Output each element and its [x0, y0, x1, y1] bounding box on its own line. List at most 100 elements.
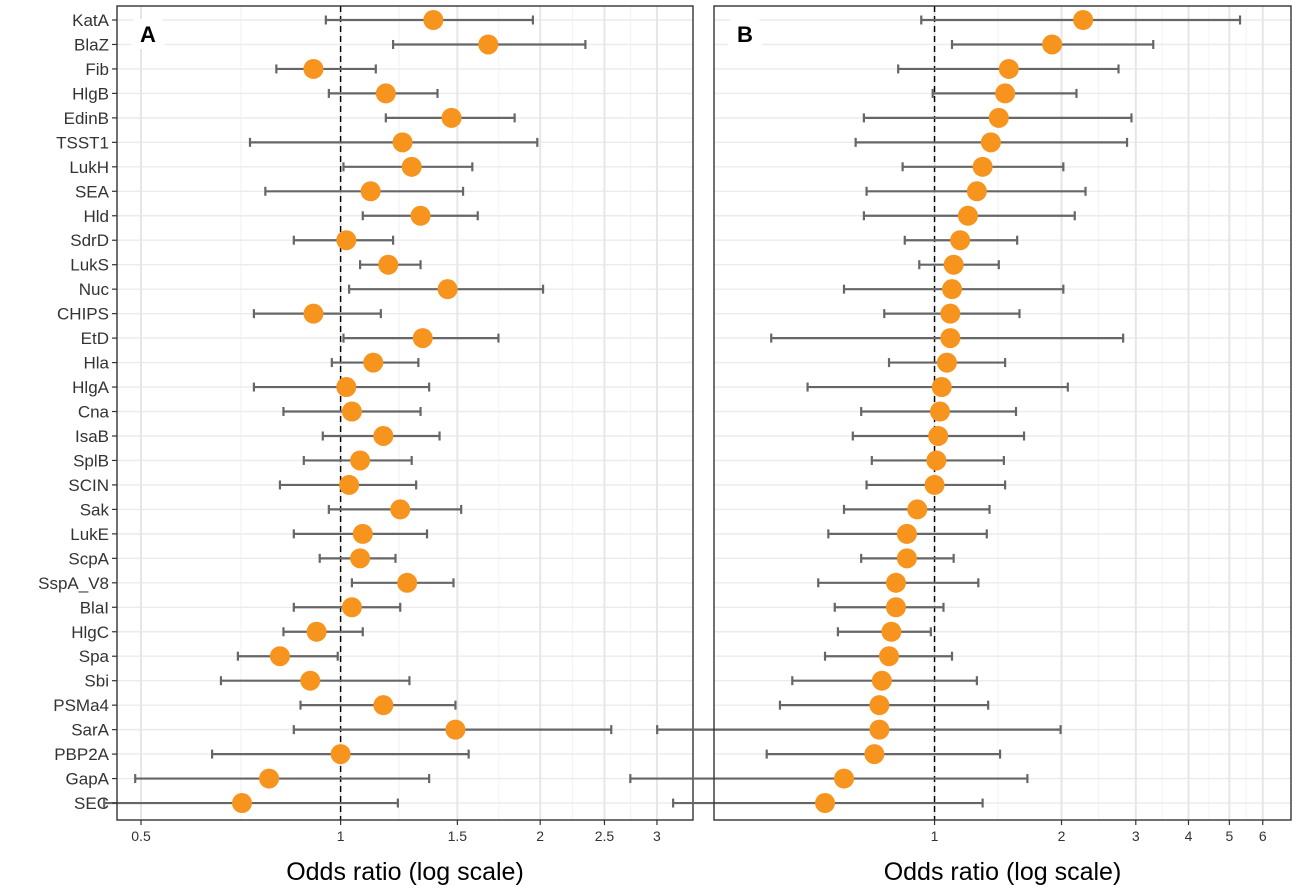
plot-background — [117, 6, 693, 820]
y-tick-label: Nuc — [79, 280, 110, 299]
x-tick-label: 1 — [337, 828, 345, 844]
panel-label-background — [728, 19, 762, 49]
point-estimate-SdrD — [336, 230, 357, 251]
x-tick-label: 3 — [1132, 828, 1140, 844]
plot-background — [714, 6, 1291, 820]
y-tick-label: LukS — [70, 256, 109, 275]
point-estimate-IsaB — [373, 425, 394, 446]
point-estimate-CHIPS — [303, 303, 324, 324]
point-estimate-Nuc — [942, 279, 963, 300]
point-estimate-HlgA — [931, 377, 952, 398]
x-tick-label: 2 — [536, 828, 544, 844]
y-tick-label: BlaZ — [74, 35, 109, 54]
point-estimate-LukE — [352, 523, 373, 544]
point-estimate-SCIN — [339, 474, 360, 495]
point-estimate-LukS — [943, 254, 964, 275]
point-estimate-Sak — [907, 499, 928, 520]
x-tick-label: 3 — [653, 828, 661, 844]
point-estimate-LukH — [401, 156, 422, 177]
point-estimate-SEC — [815, 793, 836, 814]
y-tick-label: SspA_V8 — [38, 574, 109, 593]
point-estimate-SEA — [360, 181, 381, 202]
point-estimate-PBP2A — [864, 744, 885, 765]
y-tick-label: GapA — [66, 770, 110, 789]
y-tick-label: LukE — [70, 525, 109, 544]
y-tick-label: KatA — [72, 11, 110, 30]
x-tick-label: 6 — [1259, 828, 1267, 844]
point-estimate-Spa — [269, 646, 290, 667]
y-tick-label: LukH — [69, 158, 109, 177]
y-tick-label: SEA — [75, 182, 110, 201]
point-estimate-Hla — [363, 352, 384, 373]
panel-b: B 1 2 3 4 5 6 Odds ratio (log scale) — [629, 5, 1292, 886]
point-estimate-PSMa4 — [869, 695, 890, 716]
panel-label: B — [737, 22, 753, 47]
point-estimate-BlaZ — [1042, 34, 1063, 55]
point-estimate-CHIPS — [940, 303, 961, 324]
point-estimate-HlgB — [995, 83, 1016, 104]
point-estimate-BlaI — [885, 597, 906, 618]
y-tick-label: HlgA — [72, 378, 110, 397]
point-estimate-SplB — [926, 450, 947, 471]
y-tick-label: Sak — [80, 500, 110, 519]
point-estimate-SspA_V8 — [397, 572, 418, 593]
point-estimate-TSST1 — [980, 132, 1001, 153]
point-estimate-ScpA — [350, 548, 371, 569]
point-estimate-Sbi — [300, 670, 321, 691]
y-tick-label: PSMa4 — [53, 696, 109, 715]
point-estimate-SCIN — [924, 474, 945, 495]
point-estimate-EtD — [940, 328, 961, 349]
point-estimate-SEA — [966, 181, 987, 202]
y-tick-label: Cna — [78, 403, 110, 422]
point-estimate-HlgB — [375, 83, 396, 104]
point-estimate-Sbi — [871, 670, 892, 691]
point-estimate-Nuc — [437, 279, 458, 300]
x-axis-title: Odds ratio (log scale) — [884, 858, 1122, 886]
point-estimate-SplB — [350, 450, 371, 471]
y-tick-label: EtD — [81, 329, 109, 348]
point-estimate-Cna — [341, 401, 362, 422]
y-tick-label: ScpA — [68, 549, 109, 568]
x-tick-label: 2.5 — [595, 828, 615, 844]
y-tick-label: IsaB — [75, 427, 109, 446]
y-tick-label: EdinB — [64, 109, 109, 128]
point-estimate-Fib — [303, 58, 324, 79]
y-tick-label: SdrD — [70, 231, 109, 250]
x-tick-label: 1.5 — [448, 828, 468, 844]
point-estimate-Cna — [929, 401, 950, 422]
point-estimate-Hld — [957, 205, 978, 226]
point-estimate-GapA — [833, 768, 854, 789]
point-estimate-SspA_V8 — [885, 572, 906, 593]
panel-label-background — [131, 19, 165, 49]
panel-border — [116, 5, 694, 821]
y-tick-label: CHIPS — [57, 305, 109, 324]
point-estimate-SarA — [445, 719, 466, 740]
point-estimate-TSST1 — [392, 132, 413, 153]
x-tick-label: 4 — [1185, 828, 1193, 844]
x-tick-label: 2 — [1058, 828, 1066, 844]
point-estimate-BlaI — [341, 597, 362, 618]
point-estimate-Fib — [998, 58, 1019, 79]
y-tick-label: HlgC — [71, 623, 109, 642]
y-tick-label: SCIN — [68, 476, 109, 495]
point-estimate-Hld — [410, 205, 431, 226]
point-estimate-LukS — [378, 254, 399, 275]
y-tick-label: Hld — [83, 207, 109, 226]
point-estimate-BlaZ — [478, 34, 499, 55]
panel-border — [713, 5, 1292, 821]
y-tick-label: PBP2A — [54, 745, 109, 764]
point-estimate-EdinB — [441, 107, 462, 128]
point-estimate-IsaB — [928, 425, 949, 446]
point-estimate-SEC — [231, 793, 252, 814]
y-tick-label: Fib — [85, 60, 109, 79]
point-estimate-LukH — [972, 156, 993, 177]
panel-label: A — [140, 22, 156, 47]
y-tick-label: Spa — [79, 647, 110, 666]
y-tick-label: TSST1 — [56, 133, 109, 152]
point-estimate-HlgC — [881, 621, 902, 642]
y-tick-label: SplB — [73, 451, 109, 470]
panel-a: A KatA BlaZ Fib HlgB EdinB TSST1 LukH SEA Hld SdrD… — [38, 5, 694, 886]
y-tick-label: SEC — [74, 794, 109, 813]
point-estimate-SarA — [869, 719, 890, 740]
